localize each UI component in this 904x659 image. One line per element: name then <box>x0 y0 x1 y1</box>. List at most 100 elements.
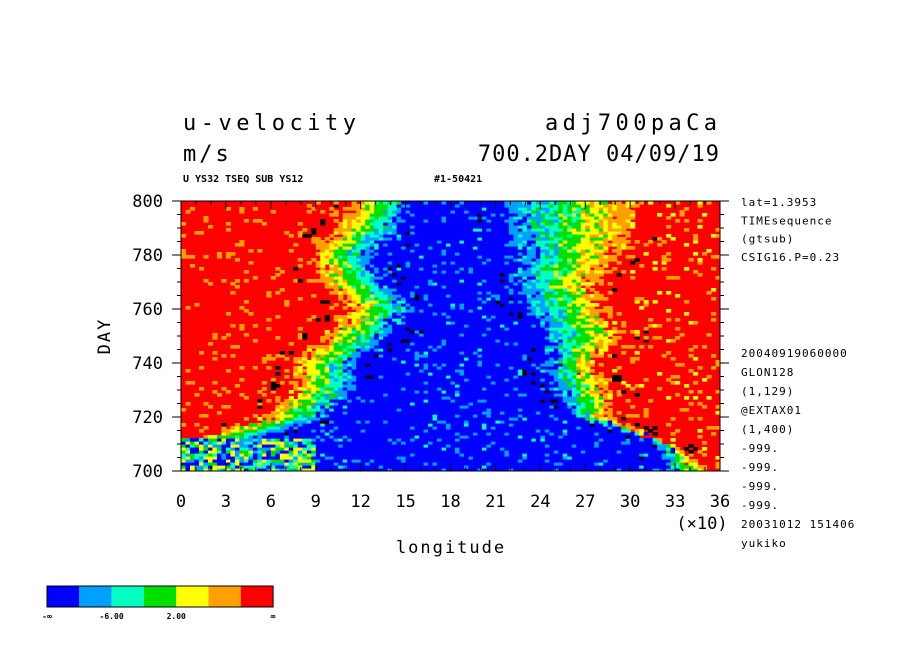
heat-cell <box>419 363 425 367</box>
heat-cell <box>567 273 577 277</box>
heat-cell <box>207 447 214 451</box>
heat-cell <box>441 468 447 471</box>
heat-cell <box>670 213 676 217</box>
heat-cell <box>594 396 600 400</box>
heat-cell <box>621 450 667 454</box>
heat-cell <box>486 261 505 265</box>
heat-cell <box>225 333 232 337</box>
heat-cell <box>288 468 299 471</box>
heat-cell <box>383 465 465 469</box>
heat-cell <box>553 432 564 436</box>
heat-cell <box>648 240 654 244</box>
heat-cell <box>450 261 456 265</box>
heat-cell <box>594 402 600 406</box>
heat-cell <box>589 387 595 391</box>
heat-cell <box>432 423 447 427</box>
heat-cell <box>562 399 577 403</box>
colorbar-label: ∞ <box>271 612 276 621</box>
heat-cell <box>616 468 622 471</box>
heat-cell <box>567 312 582 316</box>
heat-cell <box>225 453 232 457</box>
heat-cell <box>181 450 187 454</box>
heat-cell <box>603 381 609 385</box>
heat-cell <box>306 441 312 445</box>
heat-cell <box>333 270 344 274</box>
heat-cell <box>549 210 555 214</box>
heat-cell <box>540 225 546 229</box>
heat-cell <box>540 309 550 313</box>
heat-cell <box>567 378 573 382</box>
heat-cell <box>225 450 232 454</box>
heat-cell <box>526 456 564 460</box>
heat-cell <box>630 357 640 361</box>
heat-cell <box>284 435 290 439</box>
heat-cell <box>320 375 326 379</box>
heat-cell <box>684 312 690 316</box>
heat-cell <box>185 441 191 445</box>
heat-cell <box>589 213 595 217</box>
heat-cell <box>589 423 595 427</box>
heat-cell <box>329 243 335 247</box>
heat-cell <box>585 204 591 208</box>
heat-cell <box>571 408 577 412</box>
heat-cell <box>450 396 564 400</box>
heat-cell <box>338 426 411 430</box>
heat-cell <box>374 207 389 211</box>
heat-cell <box>369 318 375 322</box>
heat-cell <box>715 363 720 367</box>
heat-cell <box>468 324 501 328</box>
heat-cell <box>324 375 330 379</box>
heat-cell <box>347 294 353 298</box>
heat-cell <box>553 246 559 250</box>
heat-cell <box>333 288 339 292</box>
heat-cell <box>639 384 645 388</box>
heat-cell <box>490 426 497 430</box>
heat-cell <box>293 279 299 283</box>
heat-cell <box>428 297 479 301</box>
heat-cell <box>535 249 541 253</box>
heat-cell <box>356 384 456 388</box>
axis-ticks <box>172 200 729 472</box>
heat-cell <box>553 357 559 361</box>
heat-cell <box>526 276 537 280</box>
heat-cell <box>338 339 344 343</box>
heat-cell <box>454 447 461 451</box>
heat-cell <box>338 462 366 466</box>
heat-cell <box>414 357 420 361</box>
heat-cell <box>181 438 187 442</box>
heat-cell <box>356 330 362 334</box>
heat-cell <box>315 261 321 265</box>
heat-cell <box>432 246 474 250</box>
heat-cell <box>567 456 573 460</box>
heat-cell <box>369 279 375 283</box>
heat-cell <box>369 459 375 463</box>
heat-cell <box>428 381 452 385</box>
heat-cell <box>441 216 447 220</box>
heat-cell <box>302 447 312 451</box>
heat-cell <box>360 420 366 424</box>
heat-cell <box>401 297 407 301</box>
heat-cell <box>405 348 411 352</box>
heat-cell <box>535 255 541 259</box>
heat-cell <box>446 201 461 205</box>
heat-cell <box>293 414 299 418</box>
heat-cell <box>275 453 281 457</box>
heat-cell <box>329 345 335 349</box>
heat-cell <box>351 201 357 205</box>
heat-cell <box>275 438 281 442</box>
heat-cell <box>679 213 685 217</box>
heat-cell <box>374 228 380 232</box>
heat-cell <box>270 468 276 471</box>
heat-cell <box>360 348 371 352</box>
heat-cell <box>221 387 227 391</box>
heat-cell <box>535 222 541 226</box>
heat-cell <box>329 369 335 373</box>
heat-cell <box>616 243 622 247</box>
heat-cell <box>621 390 627 394</box>
heat-cell <box>603 342 609 346</box>
heat-cell <box>243 459 249 463</box>
heat-cell <box>535 303 546 307</box>
heat-cell <box>401 234 514 238</box>
heat-cell <box>437 387 443 391</box>
heat-cell <box>369 222 384 226</box>
